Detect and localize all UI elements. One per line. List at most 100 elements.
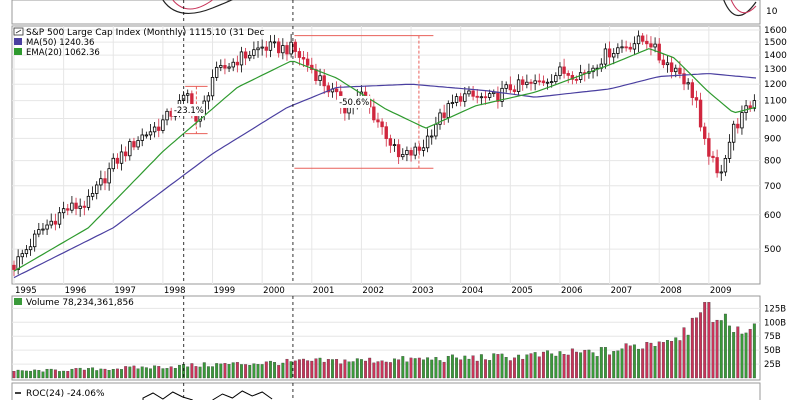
candle-body bbox=[396, 144, 401, 158]
x-tick-label: 2000 bbox=[263, 286, 285, 296]
candle bbox=[454, 93, 459, 107]
candle-body bbox=[281, 45, 285, 54]
candle bbox=[132, 137, 136, 151]
candle-body bbox=[434, 123, 438, 137]
candle bbox=[243, 47, 248, 66]
price-panel-title: S&P 500 Large Cap Index (Monthly) 1115.1… bbox=[26, 28, 265, 38]
volume-bar bbox=[103, 368, 107, 379]
candle-body bbox=[314, 69, 318, 81]
volume-bar bbox=[359, 359, 363, 379]
volume-bar bbox=[554, 355, 558, 379]
candle-body bbox=[471, 90, 475, 97]
volume-bar bbox=[529, 353, 533, 379]
volume-bar bbox=[393, 358, 396, 379]
candle bbox=[529, 79, 533, 91]
candle bbox=[541, 75, 546, 86]
candle bbox=[301, 50, 306, 67]
candle bbox=[421, 139, 426, 157]
candle bbox=[111, 153, 115, 172]
candle bbox=[165, 108, 169, 126]
volume-bar bbox=[500, 353, 504, 379]
volume-bar bbox=[604, 347, 607, 379]
candle bbox=[508, 76, 513, 94]
volume-bar bbox=[107, 370, 111, 379]
candle-body bbox=[152, 126, 157, 133]
volume-bar bbox=[517, 354, 521, 379]
volume-bar bbox=[99, 368, 103, 379]
candle bbox=[186, 89, 190, 104]
volume-bar bbox=[231, 362, 235, 379]
volume-bar bbox=[533, 352, 537, 379]
volume-bar bbox=[293, 360, 297, 379]
candle bbox=[74, 197, 78, 216]
candle bbox=[289, 33, 293, 58]
volume-bar bbox=[78, 367, 82, 379]
volume-bar bbox=[388, 362, 392, 379]
volume-bar bbox=[575, 351, 578, 379]
volume-bar bbox=[686, 334, 690, 379]
ma50-line bbox=[13, 73, 757, 279]
candle bbox=[144, 131, 149, 139]
candle bbox=[66, 203, 70, 216]
candle bbox=[157, 118, 161, 138]
volume-bar bbox=[289, 361, 293, 379]
volume-bar bbox=[699, 312, 703, 379]
candle-body bbox=[405, 150, 409, 155]
candle bbox=[409, 147, 413, 162]
volume-bar bbox=[58, 371, 61, 379]
candle bbox=[512, 85, 517, 95]
volume-dashed-markers bbox=[183, 296, 294, 380]
volume-bar bbox=[504, 357, 508, 379]
candle bbox=[82, 200, 86, 216]
volume-bar bbox=[736, 326, 740, 379]
volume-bar bbox=[624, 343, 628, 379]
candle bbox=[20, 249, 24, 265]
candle bbox=[28, 238, 33, 256]
candle-body bbox=[57, 212, 62, 225]
volume-bar bbox=[37, 370, 41, 379]
price-legend: S&P 500 Large Cap Index (Monthly) 1115.1… bbox=[13, 27, 265, 58]
candle-body bbox=[640, 35, 645, 42]
price-tick-label: 800 bbox=[764, 157, 781, 167]
volume-bar bbox=[124, 366, 128, 379]
volume-bar bbox=[62, 370, 66, 379]
roc-line-path bbox=[142, 391, 193, 401]
volume-bar bbox=[120, 369, 123, 379]
candle bbox=[119, 144, 124, 171]
volume-bar bbox=[422, 359, 425, 379]
x-tick-label: 1999 bbox=[214, 286, 236, 296]
candle-body bbox=[492, 91, 496, 95]
candle-body bbox=[248, 54, 252, 59]
candle bbox=[401, 148, 405, 160]
candle-body bbox=[500, 87, 504, 102]
candle-body bbox=[703, 126, 707, 139]
volume-bar bbox=[355, 358, 359, 379]
candle-body bbox=[425, 135, 430, 149]
candle bbox=[24, 245, 29, 258]
volume-bar bbox=[227, 364, 231, 379]
candle bbox=[417, 143, 422, 156]
candle-body bbox=[239, 51, 244, 66]
volume-bar bbox=[322, 361, 326, 379]
volume-bar bbox=[194, 366, 198, 379]
ema20-legend-swatch bbox=[14, 48, 22, 55]
candle-body bbox=[707, 138, 711, 157]
candle bbox=[103, 171, 107, 191]
candle bbox=[653, 37, 657, 53]
candle bbox=[665, 55, 670, 73]
candle-body bbox=[90, 193, 95, 197]
candle bbox=[475, 88, 479, 104]
volume-bar bbox=[211, 366, 214, 379]
candle-body bbox=[649, 43, 653, 48]
candle bbox=[57, 206, 62, 229]
volume-bar bbox=[587, 349, 591, 379]
candle bbox=[516, 74, 521, 95]
volume-bar bbox=[430, 359, 434, 379]
volume-bar bbox=[49, 368, 53, 379]
ma50-legend-label: MA(50) 1240.36 bbox=[26, 38, 94, 48]
candle bbox=[549, 74, 554, 88]
candle-body bbox=[516, 79, 521, 92]
candle bbox=[206, 92, 211, 110]
candle bbox=[376, 112, 380, 128]
